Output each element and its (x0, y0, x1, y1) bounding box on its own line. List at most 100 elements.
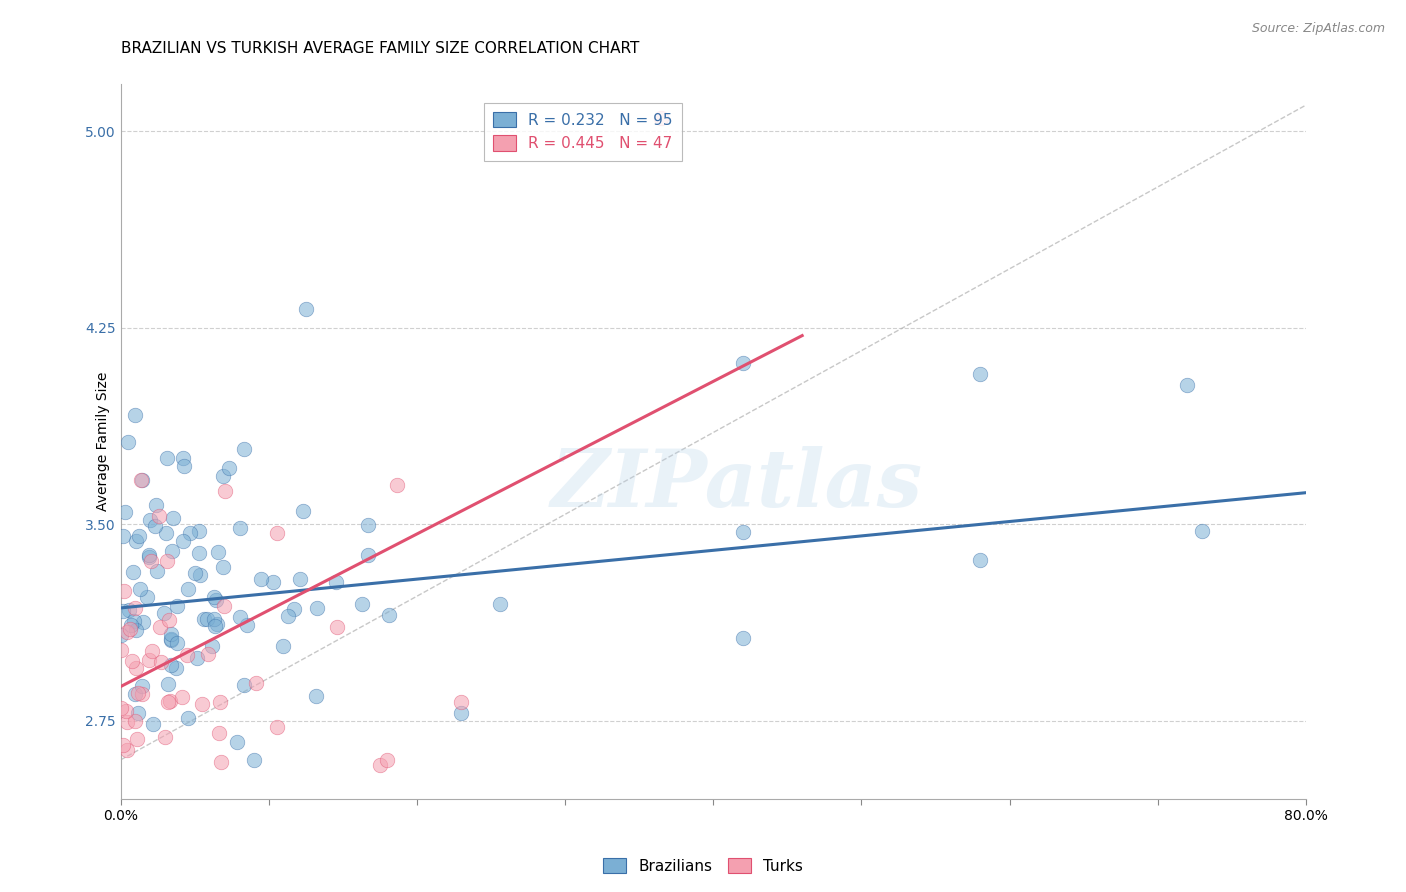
Point (152, 606, 174, 620)
Point (142, 716, 165, 731)
Point (225, 808, 247, 822)
Point (177, 582, 200, 597)
Point (138, 548, 160, 562)
Point (229, 521, 252, 535)
Point (266, 525, 288, 540)
Point (377, 753, 399, 767)
Point (160, 658, 183, 673)
Point (114, 505, 136, 519)
Point (131, 679, 153, 693)
Point (173, 458, 195, 473)
Point (125, 623, 148, 637)
Point (249, 572, 271, 586)
Point (207, 617, 229, 632)
Point (128, 582, 150, 597)
Point (204, 619, 226, 633)
Point (162, 511, 184, 525)
Point (115, 624, 138, 639)
Point (350, 597, 373, 611)
Point (131, 688, 153, 702)
Point (211, 560, 233, 574)
Point (172, 690, 194, 705)
Point (115, 743, 138, 757)
Point (232, 442, 254, 457)
Point (159, 632, 181, 646)
Point (150, 655, 173, 669)
Point (218, 461, 240, 475)
Point (125, 731, 148, 746)
Point (202, 612, 225, 626)
Point (124, 408, 146, 422)
Point (166, 636, 188, 650)
Point (969, 552, 991, 566)
Point (188, 568, 211, 582)
Point (195, 612, 218, 626)
Point (110, 643, 132, 657)
Point (325, 575, 347, 590)
Point (160, 544, 183, 558)
Point (1175, 378, 1198, 392)
Point (188, 546, 211, 560)
Point (155, 526, 177, 541)
Point (288, 572, 311, 586)
Point (277, 609, 299, 624)
Point (172, 451, 194, 466)
Point (283, 602, 305, 616)
Point (357, 549, 380, 563)
Point (145, 565, 167, 579)
Point (179, 525, 201, 540)
Point (145, 498, 167, 512)
Point (141, 644, 163, 658)
Point (138, 550, 160, 565)
Point (188, 524, 211, 539)
Legend: R = 0.232   N = 95, R = 0.445   N = 47: R = 0.232 N = 95, R = 0.445 N = 47 (484, 103, 682, 161)
Text: ZIPatlas: ZIPatlas (551, 446, 924, 524)
Point (450, 695, 472, 709)
Point (125, 533, 148, 548)
Point (111, 604, 134, 618)
Point (731, 524, 754, 539)
Point (118, 622, 141, 636)
Point (368, 758, 391, 772)
Point (111, 810, 134, 824)
Point (127, 686, 149, 700)
Point (243, 753, 266, 767)
Point (124, 601, 146, 615)
Point (191, 697, 214, 711)
Text: BRAZILIAN VS TURKISH AVERAGE FAMILY SIZE CORRELATION CHART: BRAZILIAN VS TURKISH AVERAGE FAMILY SIZE… (121, 41, 640, 55)
Point (156, 677, 179, 691)
Point (201, 639, 224, 653)
Point (138, 653, 160, 667)
Point (193, 612, 215, 626)
Point (209, 755, 232, 769)
Point (229, 609, 252, 624)
Point (149, 620, 172, 634)
Point (172, 533, 194, 548)
Point (160, 627, 183, 641)
Point (184, 566, 207, 580)
Y-axis label: Average Family Size: Average Family Size (96, 372, 110, 511)
Point (156, 554, 179, 568)
Point (157, 695, 180, 709)
Point (232, 678, 254, 692)
Point (157, 613, 180, 627)
Point (143, 519, 166, 533)
Point (489, 598, 512, 612)
Point (127, 706, 149, 720)
Point (186, 651, 208, 665)
Point (969, 368, 991, 382)
Legend: Brazilians, Turks: Brazilians, Turks (598, 852, 808, 880)
Point (159, 694, 181, 708)
Point (121, 565, 143, 579)
Point (245, 676, 267, 690)
Point (160, 632, 183, 647)
Point (148, 509, 170, 524)
Point (129, 473, 152, 487)
Point (176, 648, 198, 663)
Point (197, 648, 219, 662)
Point (212, 599, 235, 613)
Point (212, 469, 235, 483)
Point (295, 302, 318, 317)
Point (110, 628, 132, 642)
Point (207, 726, 229, 740)
